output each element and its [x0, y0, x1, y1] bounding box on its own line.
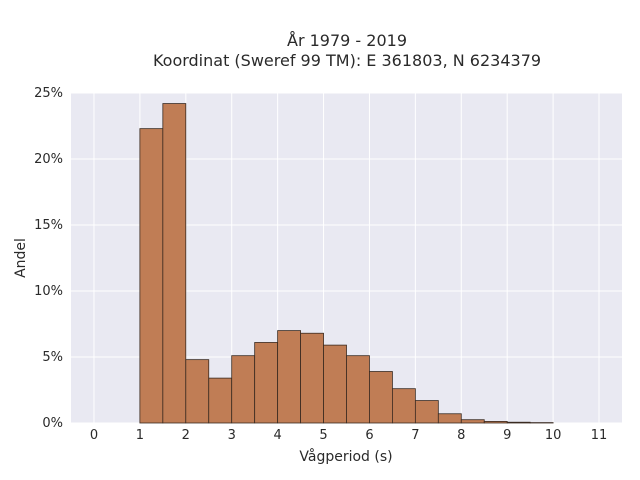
y-axis-label: Andel — [13, 238, 29, 278]
y-tick-label: 25% — [34, 86, 63, 101]
x-tick-label: 11 — [591, 428, 608, 443]
histogram-bar — [437, 413, 462, 424]
histogram-bar — [414, 400, 439, 424]
x-tick-label: 1 — [136, 428, 144, 443]
x-tick-label: 10 — [545, 428, 562, 443]
x-tick-label: 5 — [319, 428, 327, 443]
y-axis-ticks: 0% 5% 10% 15% 20% 25% — [34, 86, 63, 431]
histogram-bar — [277, 330, 301, 424]
histogram-bar — [323, 344, 347, 424]
x-tick-label: 3 — [228, 428, 236, 443]
histogram-bar — [460, 419, 485, 424]
bars — [139, 103, 554, 424]
y-tick-label: 10% — [34, 284, 63, 299]
histogram-bar — [231, 355, 256, 424]
x-tick-label: 0 — [90, 428, 98, 443]
histogram-bar — [162, 103, 187, 424]
histogram-bar — [139, 128, 164, 424]
x-axis-label: Vågperiod (s) — [299, 448, 392, 465]
y-tick-label: 0% — [42, 416, 63, 431]
x-tick-label: 6 — [365, 428, 373, 443]
x-tick-label: 2 — [182, 428, 190, 443]
x-tick-label: 8 — [457, 428, 465, 443]
x-tick-label: 7 — [411, 428, 419, 443]
histogram-bar — [346, 355, 370, 424]
x-tick-label: 4 — [273, 428, 281, 443]
histogram-bar — [254, 342, 279, 424]
x-tick-label: 9 — [503, 428, 511, 443]
histogram-bar — [208, 377, 233, 424]
histogram-bar — [300, 332, 324, 424]
x-axis-ticks: 0 1 2 3 4 5 6 7 8 9 10 11 — [90, 428, 607, 443]
y-tick-label: 15% — [34, 218, 63, 233]
histogram-bar — [392, 388, 416, 424]
histogram-bar — [483, 421, 508, 424]
histogram-bar — [506, 421, 531, 424]
chart-title-line-2: Koordinat (Sweref 99 TM): E 361803, N 62… — [153, 51, 541, 70]
chart-title: År 1979 - 2019 Koordinat (Sweref 99 TM):… — [153, 31, 541, 70]
histogram-bar — [369, 371, 393, 424]
y-tick-label: 20% — [34, 152, 63, 167]
chart-title-line-1: År 1979 - 2019 — [287, 31, 407, 50]
y-tick-label: 5% — [42, 350, 63, 365]
histogram-bar — [185, 359, 210, 424]
